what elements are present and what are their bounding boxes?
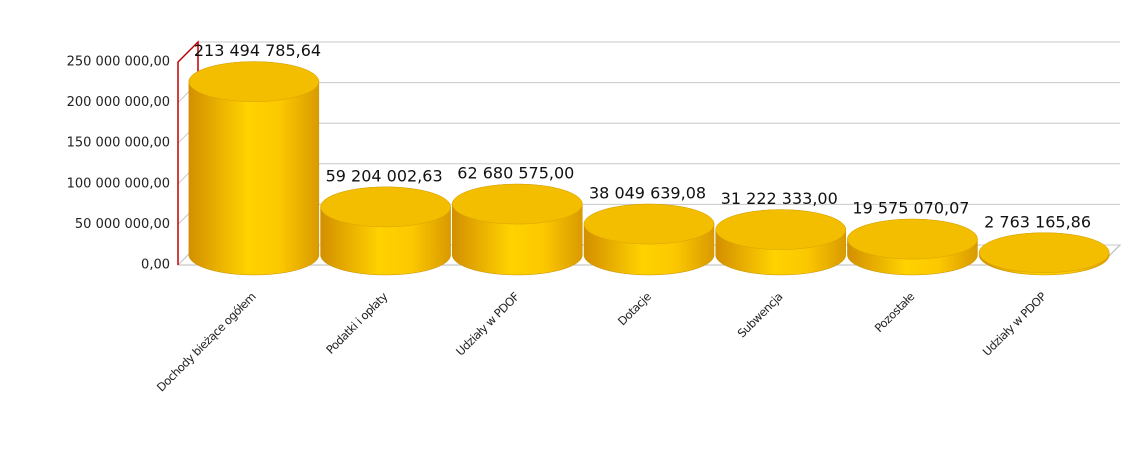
x-tick-label: Subwencja [735, 290, 786, 341]
value-label: 213 494 785,64 [194, 41, 321, 60]
grid-line [177, 163, 1120, 185]
value-label: 19 575 070,07 [852, 199, 969, 218]
y-tick-label: 250 000 000,00 [67, 55, 170, 70]
y-tick-label: 150 000 000,00 [67, 136, 170, 151]
bar-top [715, 209, 846, 250]
value-label: 62 680 575,00 [457, 164, 574, 183]
value-label: 59 204 002,63 [326, 166, 443, 185]
value-label: 31 222 333,00 [721, 189, 838, 208]
x-tick-label: Pozostałe [872, 289, 918, 335]
bar-top [452, 183, 583, 225]
value-label: 2 763 165,86 [984, 212, 1091, 231]
x-tick-label: Udziały w PDOP [980, 289, 1049, 358]
y-tick-label: 50 000 000,00 [75, 217, 170, 232]
y-tick-label: 200 000 000,00 [67, 95, 170, 110]
bar-top [320, 186, 451, 228]
bar-top [583, 203, 715, 245]
x-tick-label: Dochody bieżące ogółem [154, 289, 259, 394]
bar-top [188, 61, 320, 102]
x-tick-label: Podatki i opłaty [323, 289, 390, 356]
x-tick-label: Dotacje [615, 289, 654, 328]
bar-top [978, 232, 1110, 274]
y-tick-label: 0,00 [141, 258, 170, 273]
value-label: 38 049 639,08 [589, 184, 706, 203]
bar-top [847, 218, 978, 260]
y-tick-label: 100 000 000,00 [67, 176, 170, 191]
grid-line [177, 82, 1120, 103]
x-tick-label: Udziały w PDOF [453, 290, 522, 359]
grid-line [177, 122, 1120, 144]
